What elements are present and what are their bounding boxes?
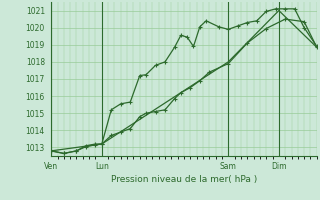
X-axis label: Pression niveau de la mer( hPa ): Pression niveau de la mer( hPa ) (111, 175, 257, 184)
